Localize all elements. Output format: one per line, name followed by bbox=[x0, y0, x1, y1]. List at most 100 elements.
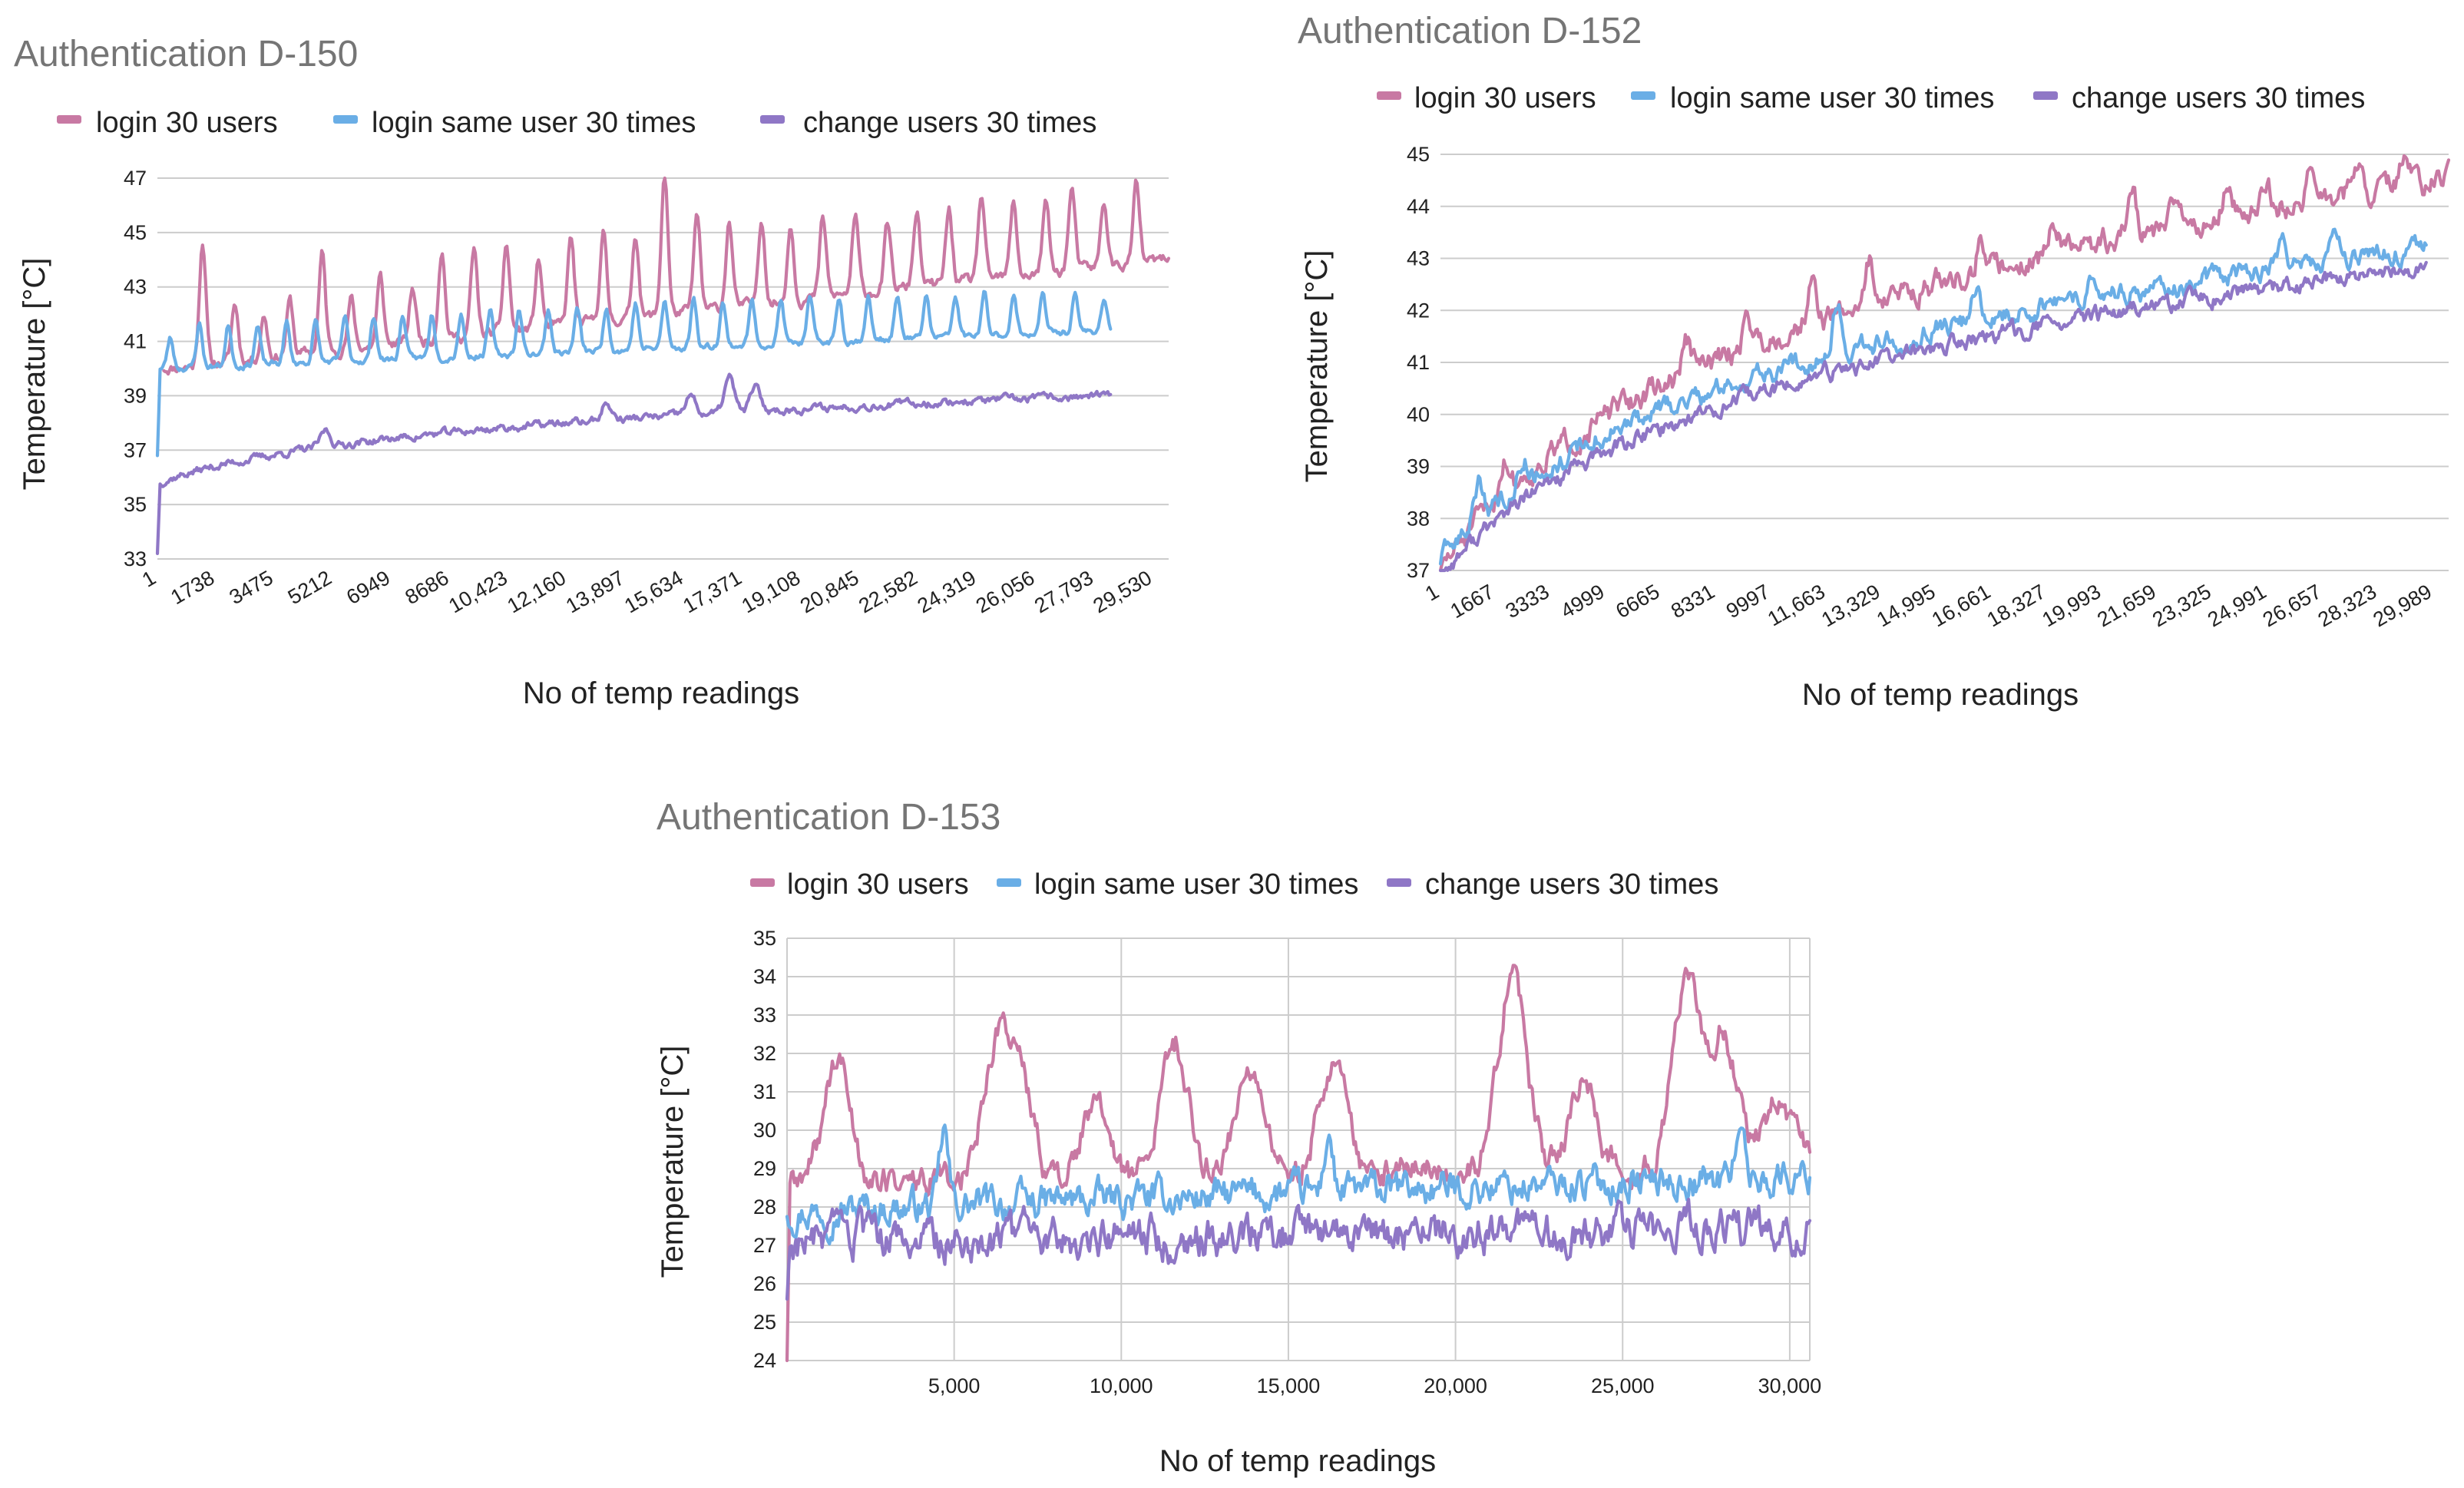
x-tick-label: 8686 bbox=[401, 566, 452, 609]
x-axis-label: No of temp readings bbox=[1159, 1444, 1436, 1478]
x-tick-label: 15,634 bbox=[620, 566, 687, 617]
y-tick-label: 42 bbox=[1407, 299, 1430, 322]
x-tick-label: 24,319 bbox=[914, 566, 981, 617]
y-tick-label: 39 bbox=[124, 384, 147, 407]
legend-label-login-30-users: login 30 users bbox=[787, 868, 969, 901]
chart-title: Authentication D-150 bbox=[14, 34, 358, 74]
legend-label-change-users: change users 30 times bbox=[2072, 82, 2365, 114]
series-line-change-users-30-times bbox=[1438, 260, 2428, 573]
x-tick-label: 22,582 bbox=[855, 566, 921, 617]
y-axis-label: Temperature [°C] bbox=[656, 1046, 690, 1278]
y-tick-label: 47 bbox=[124, 167, 147, 190]
series-line-login-same-user-30-times bbox=[785, 1123, 1812, 1246]
y-tick-label: 28 bbox=[753, 1195, 776, 1219]
x-tick-label: 13,329 bbox=[1817, 580, 1884, 631]
y-tick-label: 24 bbox=[753, 1349, 776, 1372]
y-axis-label: Temperature [°C] bbox=[1300, 250, 1334, 483]
y-tick-label: 29 bbox=[753, 1157, 776, 1180]
series-line-login-30-users bbox=[162, 176, 1171, 376]
legend: login 30 users login same user 30 times … bbox=[57, 107, 1096, 139]
legend-label-login-same-user: login same user 30 times bbox=[1670, 82, 1994, 114]
x-tick-label: 21,659 bbox=[2093, 580, 2160, 631]
legend-swatch-change-users bbox=[1387, 878, 1411, 887]
legend-swatch-change-users bbox=[760, 115, 785, 124]
chart-authentication-d152: Authentication D-152 login 30 users logi… bbox=[1298, 11, 2451, 712]
x-tick-label: 9997 bbox=[1722, 580, 1774, 623]
y-tick-label: 30 bbox=[753, 1119, 776, 1142]
x-tick-label: 1 bbox=[138, 566, 160, 591]
legend-label-change-users: change users 30 times bbox=[1425, 868, 1718, 901]
series-line-change-users-30-times bbox=[155, 372, 1113, 556]
legend-label-login-same-user: login same user 30 times bbox=[1034, 868, 1358, 901]
y-tick-label: 45 bbox=[1407, 143, 1430, 166]
legend-label-change-users: change users 30 times bbox=[803, 107, 1096, 139]
x-tick-label: 23,325 bbox=[2148, 580, 2215, 631]
legend-swatch-login-same-user bbox=[997, 878, 1021, 887]
x-tick-label: 20,000 bbox=[1424, 1374, 1487, 1397]
series-line-login-30-users bbox=[1438, 154, 2451, 573]
x-tick-label: 13,897 bbox=[562, 566, 629, 617]
x-tick-label: 11,663 bbox=[1764, 580, 1829, 630]
series-line-change-users-30-times bbox=[785, 1197, 1812, 1301]
series-line-login-30-users bbox=[785, 964, 1812, 1363]
series-line-login-same-user-30-times bbox=[155, 289, 1113, 458]
x-tick-label: 10,000 bbox=[1090, 1374, 1153, 1397]
legend-swatch-login-30-users bbox=[750, 878, 775, 887]
y-tick-label: 41 bbox=[1407, 351, 1430, 374]
chart-title: Authentication D-152 bbox=[1298, 11, 1642, 51]
x-tick-label: 26,056 bbox=[972, 566, 1039, 617]
x-tick-label: 5,000 bbox=[928, 1374, 981, 1397]
y-tick-label: 39 bbox=[1407, 455, 1430, 478]
y-tick-label: 26 bbox=[753, 1272, 776, 1295]
x-tick-label: 18,327 bbox=[1983, 580, 2050, 631]
x-tick-label: 26,657 bbox=[2259, 580, 2326, 631]
y-tick-label: 45 bbox=[124, 221, 147, 244]
legend-swatch-change-users bbox=[2033, 91, 2058, 100]
legend-swatch-login-30-users bbox=[57, 115, 81, 124]
plot-area: 24 25 26 27 28 29 30 31 32 33 34 35 5,000 10,000 15,00… bbox=[753, 927, 1821, 1397]
x-tick-label: 28,323 bbox=[2314, 580, 2381, 631]
x-axis-label: No of temp readings bbox=[1802, 678, 2079, 712]
x-tick-label: 1738 bbox=[167, 566, 218, 609]
legend-label-login-same-user: login same user 30 times bbox=[372, 107, 696, 139]
y-axis-label: Temperature [°C] bbox=[18, 258, 51, 491]
x-tick-label: 1 bbox=[1421, 580, 1443, 605]
y-tick-label: 40 bbox=[1407, 403, 1430, 426]
x-tick-label: 17,371 bbox=[679, 566, 746, 617]
series-line-login-same-user-30-times bbox=[1438, 227, 2428, 566]
x-tick-label: 19,993 bbox=[2038, 580, 2105, 631]
y-tick-label: 43 bbox=[1407, 247, 1430, 270]
x-tick-label: 29,530 bbox=[1089, 566, 1156, 617]
x-tick-label: 30,000 bbox=[1758, 1374, 1822, 1397]
chart-authentication-d150: Authentication D-150 login 30 users logi… bbox=[14, 34, 1171, 710]
x-tick-label: 3475 bbox=[226, 566, 277, 609]
y-tick-label: 34 bbox=[753, 965, 776, 988]
y-tick-label: 32 bbox=[753, 1042, 776, 1065]
legend-swatch-login-same-user bbox=[1631, 91, 1655, 100]
legend-swatch-login-30-users bbox=[1377, 91, 1401, 100]
x-tick-label: 19,108 bbox=[738, 566, 805, 617]
x-tick-label: 27,793 bbox=[1030, 566, 1097, 617]
x-tick-label: 24,991 bbox=[2204, 580, 2271, 631]
x-tick-label: 29,989 bbox=[2369, 580, 2436, 631]
y-tick-label: 43 bbox=[124, 276, 147, 299]
x-tick-label: 16,661 bbox=[1928, 580, 1995, 631]
x-axis-label: No of temp readings bbox=[523, 676, 799, 710]
x-tick-label: 1667 bbox=[1447, 580, 1498, 623]
y-tick-label: 37 bbox=[1407, 559, 1430, 582]
y-tick-label: 38 bbox=[1407, 507, 1430, 530]
y-tick-label: 27 bbox=[753, 1234, 776, 1257]
legend-label-login-30-users: login 30 users bbox=[1414, 82, 1596, 114]
x-tick-label: 12,160 bbox=[504, 566, 571, 617]
x-tick-label: 3333 bbox=[1502, 580, 1553, 623]
chart-title: Authentication D-153 bbox=[657, 797, 1000, 838]
y-tick-label: 37 bbox=[124, 438, 147, 461]
chart-authentication-d153: Authentication D-153 login 30 users logi… bbox=[656, 797, 1821, 1478]
x-tick-label: 4999 bbox=[1556, 580, 1608, 623]
y-tick-label: 25 bbox=[753, 1311, 776, 1334]
y-tick-label: 41 bbox=[124, 330, 147, 353]
x-tick-label: 14,995 bbox=[1873, 580, 1940, 631]
legend-swatch-login-same-user bbox=[333, 115, 358, 124]
y-tick-label: 44 bbox=[1407, 195, 1430, 218]
